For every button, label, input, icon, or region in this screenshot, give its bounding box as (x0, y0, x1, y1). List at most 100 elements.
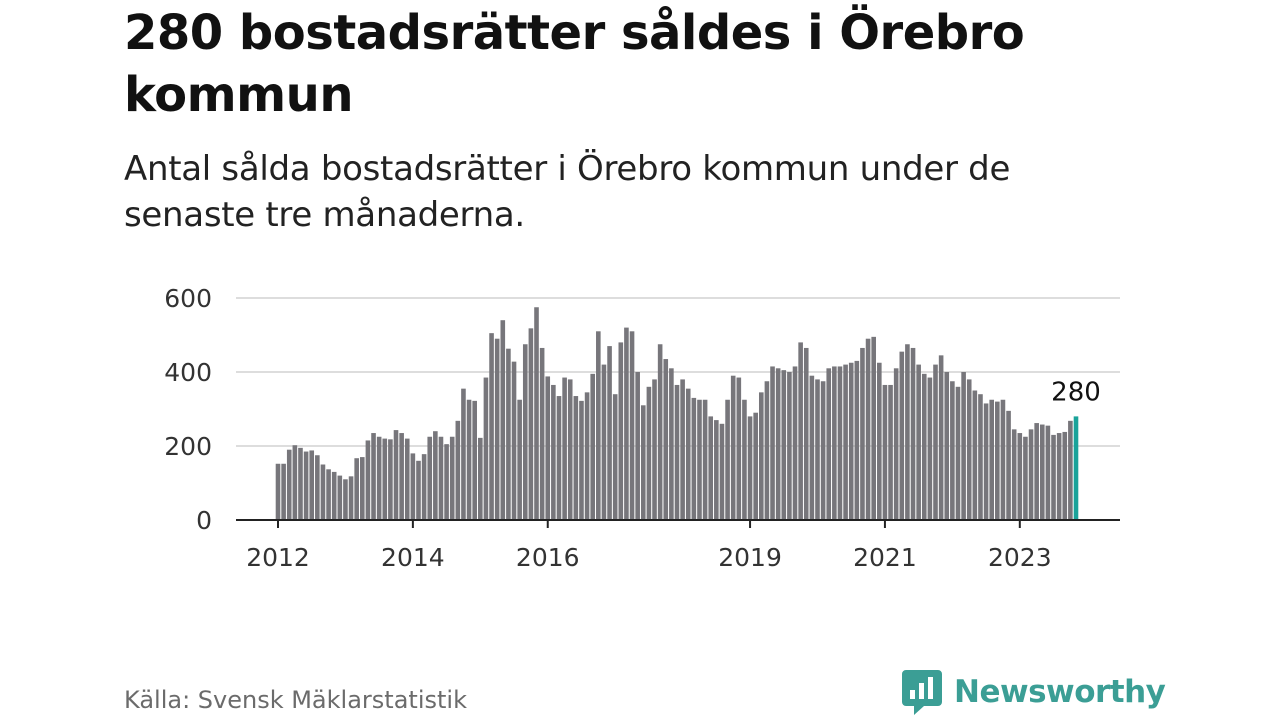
bar (1062, 431, 1068, 520)
bar (343, 479, 348, 520)
bar (320, 464, 326, 520)
bar (449, 436, 455, 520)
bar (854, 360, 860, 520)
bar (848, 362, 854, 520)
value-annotation: 280 (1051, 377, 1101, 407)
bar (747, 416, 753, 520)
bar (832, 366, 837, 520)
bar (961, 372, 966, 520)
bar (522, 344, 528, 520)
bar (792, 366, 798, 520)
bar (1068, 420, 1073, 520)
bar (472, 400, 477, 520)
bar (567, 379, 573, 520)
bar (798, 342, 803, 520)
y-tick-label: 200 (164, 432, 212, 461)
bar (921, 373, 927, 520)
bar (1006, 410, 1011, 520)
bar (837, 366, 843, 520)
bar (618, 342, 624, 520)
bar (562, 377, 567, 520)
bar (579, 400, 584, 520)
bar-highlight (1073, 416, 1079, 520)
bar (882, 384, 888, 520)
bar (691, 397, 697, 520)
bar (725, 399, 730, 520)
bar (388, 439, 393, 520)
bar (1017, 433, 1023, 520)
bar (612, 394, 618, 520)
bar (702, 399, 708, 520)
bar (404, 438, 410, 520)
bar (444, 444, 449, 520)
bar (348, 476, 354, 520)
x-tick-label: 2023 (988, 543, 1052, 572)
bar (1045, 425, 1051, 520)
bar (770, 366, 775, 520)
y-tick-label: 0 (196, 506, 212, 535)
bar (483, 377, 489, 520)
bar (1034, 423, 1039, 520)
brand-name: Newsworthy (954, 674, 1166, 710)
bar (989, 399, 995, 520)
bar (657, 344, 663, 520)
bar (315, 455, 320, 520)
bar (685, 388, 691, 520)
bar (326, 469, 331, 520)
bar (955, 386, 961, 520)
bar (708, 416, 714, 520)
bar (871, 336, 876, 520)
bar (893, 368, 899, 520)
bar (764, 381, 770, 520)
bar (416, 460, 421, 520)
bar (292, 445, 298, 520)
bar (596, 331, 601, 520)
bar (365, 440, 371, 520)
bar (500, 320, 506, 520)
bar (826, 368, 832, 520)
bar (337, 475, 343, 520)
bar (1051, 434, 1056, 520)
bar (478, 437, 483, 520)
bar (1023, 436, 1028, 520)
bar (916, 364, 921, 520)
bar (730, 375, 736, 520)
bar (843, 364, 848, 520)
bar (511, 361, 517, 520)
y-tick-label: 400 (164, 358, 212, 387)
chart-title: 280 bostadsrätter såldes i Örebro kommun (124, 5, 1025, 123)
bar (466, 399, 472, 520)
newsworthy-logo-icon (902, 670, 942, 715)
bar (669, 368, 674, 520)
bar (629, 331, 635, 520)
bar (1000, 399, 1006, 520)
bar (938, 355, 944, 520)
bar (781, 370, 787, 520)
bar (635, 372, 640, 520)
bar (674, 384, 680, 520)
bar (410, 453, 416, 520)
bar (281, 463, 286, 520)
bars (275, 307, 1079, 520)
bar-chart: 0 200 400 600 2012 2014 2016 2019 2021 2023 280 (164, 284, 1120, 572)
bar (331, 471, 337, 520)
bar (506, 348, 511, 520)
bar (607, 346, 612, 520)
bar (652, 379, 657, 520)
bar (758, 392, 764, 520)
bar (624, 327, 629, 520)
bar (1039, 424, 1045, 520)
bar (275, 463, 281, 520)
bar (528, 328, 534, 520)
bar (809, 375, 815, 520)
bar (584, 392, 590, 520)
bar (433, 431, 438, 520)
bar (1011, 429, 1017, 520)
bar (601, 364, 607, 520)
brand-logo[interactable]: Newsworthy (900, 668, 1166, 716)
bar (399, 433, 404, 520)
bar (815, 379, 820, 520)
bar (376, 436, 382, 520)
bar (309, 450, 315, 520)
bar (944, 372, 950, 520)
